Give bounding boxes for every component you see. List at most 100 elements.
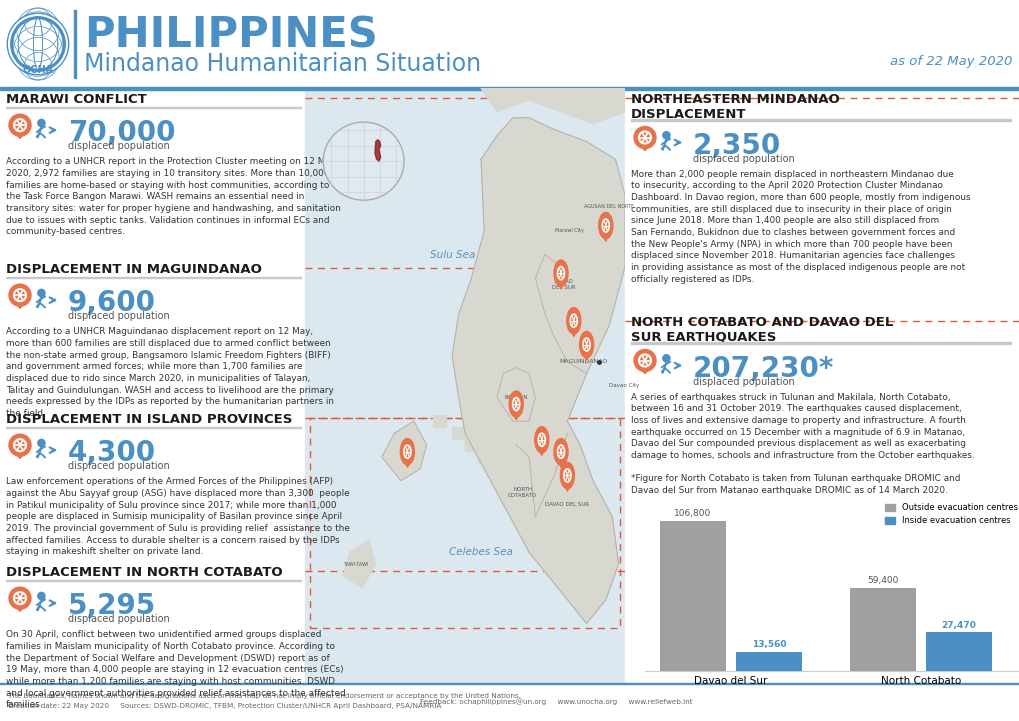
Text: PHILIPPINES: PHILIPPINES bbox=[84, 15, 377, 57]
Text: 4,300: 4,300 bbox=[68, 439, 156, 467]
Text: 2,350: 2,350 bbox=[692, 132, 781, 159]
Bar bbox=[0, 88, 305, 683]
Polygon shape bbox=[13, 603, 26, 611]
Text: NORTH COTABATO AND DAVAO DEL
SUR EARTHQUAKES: NORTH COTABATO AND DAVAO DEL SUR EARTHQU… bbox=[631, 316, 893, 344]
Text: DISPLACEMENT IN ISLAND PROVINCES: DISPLACEMENT IN ISLAND PROVINCES bbox=[6, 413, 292, 426]
Text: 13,560: 13,560 bbox=[751, 640, 786, 649]
Text: AGUSAN DEL NORTE: AGUSAN DEL NORTE bbox=[583, 205, 634, 210]
Bar bbox=[625, 88, 1019, 683]
Text: 27,470: 27,470 bbox=[941, 621, 975, 629]
Bar bbox=[0, 87, 1019, 89]
Text: Celebes Sea: Celebes Sea bbox=[448, 547, 513, 557]
Circle shape bbox=[598, 213, 612, 239]
Text: 207,230*: 207,230* bbox=[692, 355, 834, 383]
Bar bbox=[0, 683, 1019, 684]
Bar bbox=[659, 521, 726, 671]
Polygon shape bbox=[638, 143, 651, 151]
Polygon shape bbox=[556, 459, 565, 467]
Circle shape bbox=[553, 260, 568, 286]
Circle shape bbox=[38, 120, 45, 127]
Polygon shape bbox=[13, 131, 26, 138]
Text: 70,000: 70,000 bbox=[68, 120, 175, 147]
Text: 106,800: 106,800 bbox=[674, 510, 711, 518]
Circle shape bbox=[567, 308, 580, 334]
Circle shape bbox=[634, 126, 655, 149]
Circle shape bbox=[534, 427, 548, 453]
Text: 5,295: 5,295 bbox=[68, 593, 156, 620]
Circle shape bbox=[323, 122, 404, 200]
Polygon shape bbox=[381, 421, 426, 481]
Text: Mindanao Humanitarian Situation: Mindanao Humanitarian Situation bbox=[84, 52, 481, 76]
Text: NORTH
COTABATO: NORTH COTABATO bbox=[507, 487, 537, 498]
Text: displaced population: displaced population bbox=[68, 141, 169, 151]
Circle shape bbox=[553, 438, 568, 465]
Polygon shape bbox=[569, 327, 578, 337]
Polygon shape bbox=[512, 410, 520, 420]
Circle shape bbox=[662, 132, 669, 139]
Text: Davao City: Davao City bbox=[608, 383, 639, 388]
Text: Law enforcement operations of the Armed Forces of the Philippines (AFP)
against : Law enforcement operations of the Armed … bbox=[6, 477, 350, 557]
Text: OCHA: OCHA bbox=[22, 65, 54, 75]
Text: DISPLACEMENT IN NORTH COTABATO: DISPLACEMENT IN NORTH COTABATO bbox=[6, 566, 282, 579]
Text: According to a UNHCR Maguindanao displacement report on 12 May,
more than 600 fa: According to a UNHCR Maguindanao displac… bbox=[6, 327, 333, 418]
Text: displaced population: displaced population bbox=[692, 376, 794, 386]
Polygon shape bbox=[343, 540, 375, 588]
Text: BASILAN: BASILAN bbox=[504, 395, 528, 400]
Text: Marawi City: Marawi City bbox=[554, 229, 583, 234]
Bar bbox=[735, 652, 801, 671]
Text: Feedback: ochaphilippines@un.org     www.unocha.org     www.reliefweb.int: Feedback: ochaphilippines@un.org www.uno… bbox=[420, 698, 692, 704]
Text: DAVAO DEL SUR: DAVAO DEL SUR bbox=[545, 502, 589, 507]
Text: 59,400: 59,400 bbox=[866, 576, 898, 585]
Polygon shape bbox=[13, 301, 26, 309]
Text: displaced population: displaced population bbox=[68, 461, 169, 472]
Circle shape bbox=[9, 114, 31, 136]
Circle shape bbox=[38, 593, 45, 600]
Polygon shape bbox=[496, 368, 535, 421]
Text: More than 2,000 people remain displaced in northeastern Mindanao due
to insecuri: More than 2,000 people remain displaced … bbox=[631, 169, 970, 283]
Text: NORTHEASTERN MINDANAO
DISPLACEMENT: NORTHEASTERN MINDANAO DISPLACEMENT bbox=[631, 93, 839, 121]
Text: MARAWI CONFLICT: MARAWI CONFLICT bbox=[6, 93, 147, 106]
Bar bbox=[0, 683, 1019, 721]
Circle shape bbox=[38, 289, 45, 296]
Text: A series of earthquakes struck in Tulunan and Makilala, North Cotabato,
between : A series of earthquakes struck in Tuluna… bbox=[631, 393, 974, 495]
Polygon shape bbox=[638, 366, 651, 373]
Polygon shape bbox=[13, 451, 26, 459]
Bar bbox=[849, 588, 915, 671]
Text: DISPLACEMENT IN MAGUINDANAO: DISPLACEMENT IN MAGUINDANAO bbox=[6, 263, 262, 276]
Legend: Outside evacuation centres, Inside evacuation centres: Outside evacuation centres, Inside evacu… bbox=[881, 500, 1019, 528]
Text: LANAO
DEL SUR: LANAO DEL SUR bbox=[552, 279, 576, 290]
Circle shape bbox=[662, 355, 669, 362]
Polygon shape bbox=[465, 439, 477, 451]
Polygon shape bbox=[375, 140, 380, 161]
Bar bbox=[631, 119, 1010, 120]
Polygon shape bbox=[451, 118, 625, 624]
Text: MAGUINDANAO: MAGUINDANAO bbox=[558, 359, 607, 364]
Text: SULU: SULU bbox=[399, 448, 414, 454]
Polygon shape bbox=[601, 232, 609, 242]
Circle shape bbox=[9, 284, 31, 306]
Circle shape bbox=[559, 462, 574, 489]
Circle shape bbox=[9, 434, 31, 456]
Polygon shape bbox=[433, 415, 445, 427]
Bar bbox=[631, 342, 1010, 344]
Text: On 30 April, conflict between two unidentified armed groups displaced
families i: On 30 April, conflict between two uniden… bbox=[6, 630, 345, 709]
Text: TAWI-TAWI: TAWI-TAWI bbox=[343, 562, 369, 567]
Polygon shape bbox=[582, 351, 590, 360]
Polygon shape bbox=[556, 280, 565, 289]
Bar bbox=[305, 88, 625, 683]
Polygon shape bbox=[403, 459, 412, 467]
Bar bbox=[0, 0, 1019, 88]
Polygon shape bbox=[481, 88, 625, 124]
Polygon shape bbox=[477, 451, 490, 463]
Bar bbox=[6, 107, 301, 108]
Text: The boundaries, names shown and the designations used on this map do not imply o: The boundaries, names shown and the desi… bbox=[8, 693, 521, 699]
Circle shape bbox=[38, 439, 45, 446]
Bar bbox=[74, 10, 75, 78]
Text: 9,600: 9,600 bbox=[68, 289, 156, 317]
Circle shape bbox=[9, 587, 31, 609]
Text: displaced population: displaced population bbox=[68, 614, 169, 624]
Circle shape bbox=[508, 391, 523, 417]
Bar bbox=[6, 580, 301, 581]
Bar bbox=[6, 277, 301, 278]
Circle shape bbox=[634, 350, 655, 371]
